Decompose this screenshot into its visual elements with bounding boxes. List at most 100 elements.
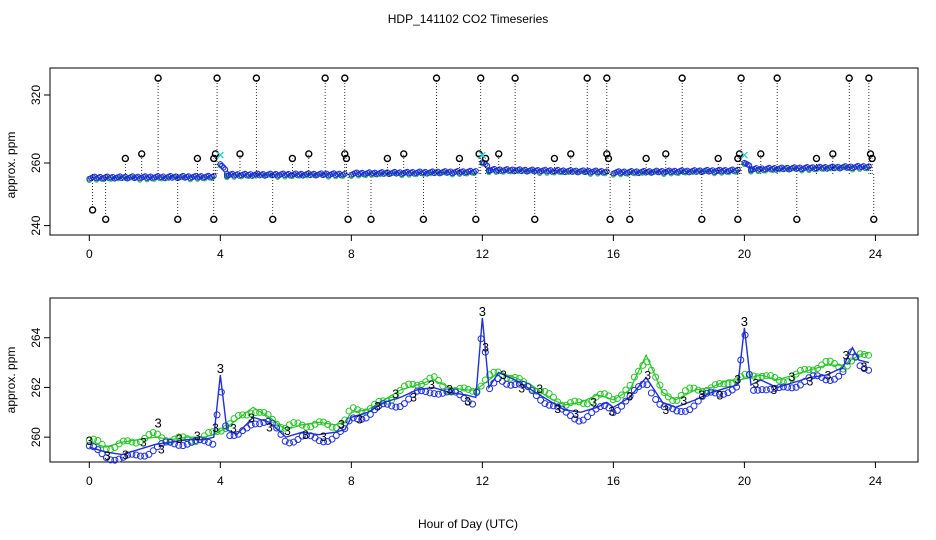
green-series-point — [111, 443, 119, 451]
blue-series-point — [366, 410, 374, 418]
outlier-point — [714, 154, 722, 163]
blue-series-point — [383, 400, 391, 408]
green-series-point — [132, 439, 140, 447]
blue-series-point — [771, 384, 779, 392]
blue-series-point — [779, 383, 787, 391]
outlier-point — [472, 215, 480, 224]
outlier-point — [567, 150, 575, 158]
blue-series-point — [843, 357, 851, 365]
blue-series-point — [601, 402, 609, 410]
green-series-point — [260, 408, 268, 416]
panel-1-axes: 0 4 8 12 16 20 24 240 260 320 — [29, 85, 882, 261]
green-series-point — [694, 386, 702, 394]
blue-series-point — [792, 383, 800, 391]
panel-2-xtick-label: 24 — [869, 474, 883, 488]
blue-series-point — [179, 442, 187, 450]
outlier-point — [531, 215, 539, 224]
blue-series-point — [720, 390, 728, 398]
green-series-point — [622, 386, 630, 394]
outlier-point — [829, 150, 837, 158]
blue-series-point — [136, 452, 144, 460]
blue-series-point — [188, 438, 196, 446]
panel-2-axes: 0 4 8 12 16 20 24 260 262 264 — [29, 327, 882, 488]
blue-series-point — [630, 386, 638, 394]
outlier-point — [603, 150, 611, 158]
baseline-point — [341, 170, 348, 177]
blue-series-symbol: 3 — [572, 407, 579, 421]
highlight-point — [740, 151, 748, 159]
blue-series-point — [256, 420, 264, 428]
outlier-point — [321, 74, 329, 82]
green-series-point — [630, 373, 638, 381]
blue-series-symbol: 3 — [176, 432, 183, 446]
blue-series-point — [490, 379, 498, 387]
blue-series-symbol: 3 — [698, 388, 705, 402]
outlier-point — [154, 74, 162, 82]
blue-series-point — [107, 456, 115, 464]
blue-series-point — [605, 404, 613, 412]
panel-2-plot-box — [49, 297, 919, 463]
blue-series-point — [758, 386, 766, 394]
blue-series-symbol: 3 — [86, 434, 93, 448]
green-series-point — [264, 411, 272, 419]
green-series-point — [379, 397, 387, 405]
outlier-point — [269, 215, 277, 224]
outlier-point — [550, 154, 559, 163]
blue-series-point — [400, 400, 408, 408]
outlier-point — [698, 215, 706, 224]
blue-series-point — [473, 388, 481, 396]
blue-series-point — [686, 406, 694, 414]
blue-series-symbol: 3 — [825, 369, 832, 383]
outlier-point — [341, 74, 349, 82]
blue-series-point — [217, 388, 225, 396]
blue-series-point — [422, 388, 430, 396]
series-annotation: 3 — [217, 361, 224, 376]
green-series-point — [145, 430, 153, 438]
outlier-point — [642, 154, 650, 163]
panel-1-ytick-label: 260 — [29, 153, 43, 173]
green-series-point — [762, 372, 770, 380]
panel-2-xtick-label: 12 — [476, 474, 490, 488]
panel-1-xtick-label: 8 — [348, 247, 355, 261]
blue-series-point — [409, 391, 417, 399]
green-series-point — [409, 380, 417, 388]
blue-series-symbol: 3 — [158, 442, 165, 456]
blue-series-point — [162, 438, 170, 446]
outlier-point — [511, 74, 519, 82]
green-series-point — [294, 419, 302, 427]
blue-series-point — [277, 430, 285, 438]
blue-series-point — [809, 372, 817, 380]
blue-series-point — [222, 422, 230, 430]
blue-series-point — [737, 356, 745, 364]
outlier-point — [121, 154, 130, 163]
blue-series-point — [469, 400, 477, 408]
blue-series-point — [294, 436, 302, 444]
outlier-point — [252, 74, 261, 82]
outlier-point — [734, 215, 742, 224]
blue-series-point — [349, 414, 357, 422]
green-series-point — [141, 434, 149, 442]
blue-series-point — [115, 455, 123, 463]
blue-series-point — [481, 348, 489, 356]
blue-series-symbol: 3 — [554, 402, 561, 416]
panel-1-xtick-label: 12 — [476, 247, 490, 261]
blue-series-point — [464, 398, 472, 406]
green-series-point — [426, 374, 434, 382]
blue-series-symbol: 3 — [194, 429, 201, 443]
outlier-point — [288, 154, 297, 163]
blue-series-point — [750, 386, 758, 394]
blue-series-point — [128, 450, 136, 458]
outlier-point — [342, 154, 351, 163]
green-series-point — [243, 411, 251, 419]
blue-series-point — [379, 400, 387, 408]
blue-series-point — [762, 386, 770, 394]
outlier-point — [757, 150, 765, 158]
outlier-point — [604, 154, 613, 163]
blue-series-symbol: 3 — [680, 394, 687, 408]
outlier-point — [193, 154, 202, 163]
blue-series-point — [822, 376, 830, 384]
green-series-point — [341, 416, 349, 424]
blue-series-symbol: 3 — [356, 412, 363, 426]
